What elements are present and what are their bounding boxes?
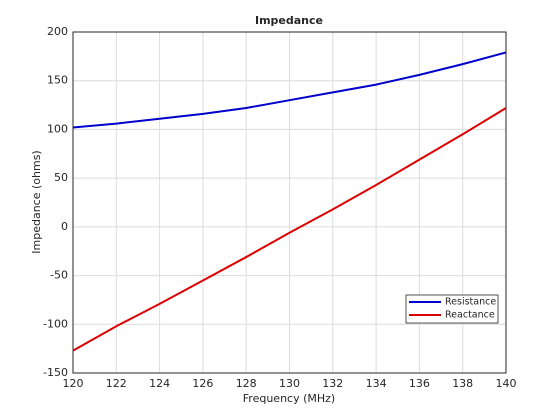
y-tick-label: 0: [61, 220, 68, 233]
x-tick-label: 132: [322, 377, 343, 390]
x-tick-label: 122: [106, 377, 127, 390]
x-tick-label: 130: [279, 377, 300, 390]
y-tick-label: 100: [47, 122, 68, 135]
x-tick-label: 126: [192, 377, 213, 390]
x-tick-label: 136: [409, 377, 430, 390]
x-tick-label: 128: [236, 377, 257, 390]
y-tick-label: 200: [47, 25, 68, 38]
chart-title: Impedance: [255, 14, 323, 27]
series-line: [72, 51, 507, 129]
series-line: [72, 107, 507, 352]
x-tick-label: 138: [452, 377, 473, 390]
axes-box: [72, 31, 507, 374]
y-tick-label: 50: [54, 171, 68, 184]
y-tick-label: 150: [47, 74, 68, 87]
x-tick-label: 140: [496, 377, 517, 390]
legend-label: Resistance: [445, 297, 496, 308]
x-axis-label: Frequency (MHz): [243, 392, 335, 405]
x-tick-label: 124: [149, 377, 170, 390]
y-tick-label: -100: [43, 317, 68, 330]
x-tick-label: 134: [366, 377, 387, 390]
legend-box: [405, 294, 499, 324]
legend: Resistance Reactance: [405, 294, 499, 324]
y-tick-label: -150: [43, 366, 68, 379]
y-tick-label: -50: [50, 269, 68, 282]
x-tick-label: 120: [63, 377, 84, 390]
y-axis-label: Impedance (ohms): [30, 150, 43, 253]
legend-label: Reactance: [445, 310, 495, 321]
